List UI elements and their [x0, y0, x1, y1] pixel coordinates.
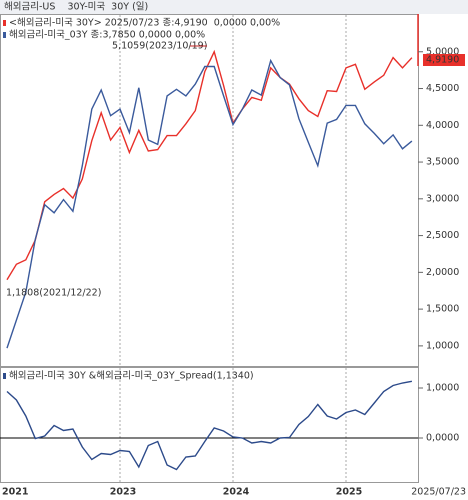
y-tick-label: 2,5000: [426, 230, 459, 241]
y-tick-label: 4,0000: [426, 120, 459, 131]
legend-entry: 해외금리-미국 30Y &해외금리-미국_03Y_Spread(1,1340): [9, 370, 254, 382]
legend-entry: <해외금리-미국 30Y> 2025/07/23 종:4,9190 0,0000…: [9, 17, 280, 29]
y-tick-label: 3,5000: [426, 157, 459, 168]
y-tick-label: 0,0000: [426, 433, 459, 444]
annotation: 1,1808(2021/12/22): [6, 288, 101, 299]
x-tick-label: 2024: [223, 487, 250, 498]
legend-swatch: [3, 20, 6, 26]
legend-swatch: [3, 32, 6, 38]
y-tick-label: 2,0000: [426, 267, 459, 278]
y-tick-label: 3,0000: [426, 193, 459, 204]
x-tick-label: 2021: [2, 487, 28, 498]
legend-entry: 해외금리-미국_03Y 종:3,7850 0,0000 0,00%: [9, 29, 205, 41]
x-tick-label: 2023: [110, 487, 136, 498]
y-tick-label: 1,0000: [426, 340, 459, 351]
last-value-label: 4,9190: [426, 55, 459, 66]
series-line: [6, 380, 413, 471]
y-tick-label: 1,5000: [426, 304, 459, 315]
y-tick-label: 4,5000: [426, 83, 459, 94]
x-tick-label: 2025: [336, 487, 362, 498]
series-line: [6, 58, 413, 349]
series-line: [6, 49, 413, 281]
annotation: 5,1059(2023/10/19): [112, 41, 207, 52]
x-end-label: 2025/07/23: [411, 487, 466, 498]
header-bar: [0, 0, 468, 14]
top-panel-frame: [0, 14, 419, 367]
header-title: 해외금리-US 30Y-미국 30Y (일): [4, 1, 148, 13]
last-value-tag: [423, 54, 465, 66]
y-tick-label: 1,0000: [426, 383, 459, 394]
y-tick-label: 5,0000: [426, 46, 459, 57]
legend-swatch: [3, 373, 6, 379]
bottom-panel-frame: [0, 367, 419, 483]
